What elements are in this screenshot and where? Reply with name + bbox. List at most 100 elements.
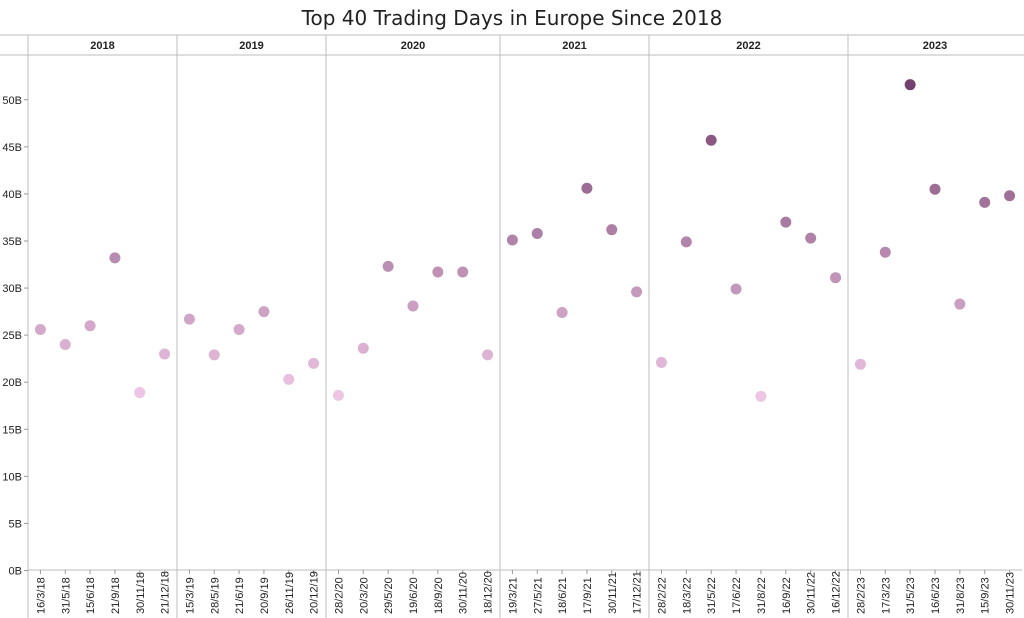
y-tick-label: 50B: [2, 95, 22, 107]
data-point[interactable]: [879, 246, 891, 258]
x-tick-label: 15/6/18: [85, 577, 97, 614]
data-point[interactable]: [929, 183, 941, 195]
y-tick-label: 40B: [2, 189, 22, 201]
data-point[interactable]: [159, 348, 171, 360]
data-point[interactable]: [531, 227, 543, 239]
x-tick-label: 16/3/18: [35, 577, 47, 614]
x-tick-label: 27/5/21: [532, 577, 544, 614]
x-tick-label: 21/12/18: [160, 571, 172, 614]
data-points: [34, 79, 1016, 402]
data-point[interactable]: [208, 349, 220, 361]
data-point[interactable]: [680, 236, 692, 248]
y-tick-label: 5B: [9, 518, 22, 530]
data-point[interactable]: [233, 323, 245, 335]
data-point[interactable]: [730, 283, 742, 295]
y-tick-label: 10B: [2, 471, 22, 483]
data-point[interactable]: [780, 216, 792, 228]
x-tick-label: 17/6/22: [731, 577, 743, 614]
data-point[interactable]: [332, 389, 344, 401]
data-point[interactable]: [556, 307, 568, 319]
x-tick-label: 15/3/19: [184, 577, 196, 614]
x-tick-label: 31/8/22: [756, 577, 768, 614]
x-tick-label: 30/11/21: [607, 572, 619, 614]
x-tick-label: 20/9/19: [259, 577, 271, 614]
panel-year-label: 2021: [562, 40, 586, 52]
x-tick-label: 17/12/21: [632, 571, 644, 614]
panel-year-label: 2023: [923, 40, 947, 52]
x-tick-label: 31/5/22: [706, 577, 718, 614]
y-tick-label: 35B: [2, 236, 22, 248]
panel-year-label: 2022: [736, 40, 760, 52]
data-point[interactable]: [904, 79, 916, 91]
data-point[interactable]: [482, 349, 494, 361]
y-axis: 0B 5B 10B 15B 20B 25B 30B 35B 40B 45B 50B: [2, 95, 28, 578]
panel-year-label: 2019: [239, 40, 263, 52]
data-point[interactable]: [407, 300, 419, 312]
data-point[interactable]: [183, 313, 195, 325]
data-point[interactable]: [805, 232, 817, 244]
chart-frame: [0, 34, 1024, 618]
data-point[interactable]: [705, 134, 717, 146]
data-point[interactable]: [382, 260, 394, 272]
x-axis: 16/3/18 31/5/18 15/6/18 21/9/18 30/11/18 21/1…: [35, 570, 1017, 614]
data-point[interactable]: [432, 266, 444, 278]
data-point[interactable]: [134, 387, 146, 399]
y-tick-label: 25B: [2, 330, 22, 342]
x-tick-label: 28/2/20: [333, 577, 345, 614]
data-point[interactable]: [606, 224, 618, 236]
data-point[interactable]: [109, 252, 121, 264]
data-point[interactable]: [506, 234, 518, 246]
data-point[interactable]: [631, 286, 643, 298]
x-tick-label: 31/8/23: [955, 577, 967, 614]
data-point[interactable]: [457, 266, 469, 278]
x-tick-label: 17/3/23: [880, 577, 892, 614]
x-tick-label: 18/3/22: [681, 577, 693, 614]
x-tick-label: 26/11/19: [284, 572, 296, 614]
panel-year-label: 2020: [401, 40, 425, 52]
x-tick-label: 18/9/20: [433, 577, 445, 614]
data-point[interactable]: [59, 339, 71, 351]
x-tick-label: 15/9/23: [980, 577, 992, 614]
x-tick-label: 31/5/18: [60, 577, 72, 614]
y-tick-label: 45B: [2, 142, 22, 154]
data-point[interactable]: [283, 373, 295, 385]
data-point[interactable]: [357, 342, 369, 354]
y-tick-label: 20B: [2, 377, 22, 389]
chart-title: Top 40 Trading Days in Europe Since 2018: [301, 6, 723, 30]
data-point[interactable]: [34, 323, 46, 335]
x-tick-label: 16/9/22: [781, 577, 793, 614]
x-tick-label: 16/6/23: [930, 577, 942, 614]
panel-year-label: 2018: [90, 40, 114, 52]
x-tick-label: 19/6/20: [408, 577, 420, 614]
data-point[interactable]: [1004, 190, 1016, 202]
data-point[interactable]: [854, 358, 866, 370]
x-tick-label: 30/11/23: [1005, 572, 1017, 614]
data-point[interactable]: [979, 196, 991, 208]
x-tick-label: 19/3/21: [507, 577, 519, 614]
x-tick-label: 30/11/18: [135, 572, 147, 614]
x-tick-label: 21/9/18: [110, 577, 122, 614]
x-tick-label: 16/12/22: [831, 571, 843, 614]
x-tick-label: 17/9/21: [582, 577, 594, 614]
data-point[interactable]: [954, 298, 966, 310]
data-point[interactable]: [84, 320, 96, 332]
data-point[interactable]: [755, 390, 767, 402]
x-tick-label: 20/3/20: [358, 577, 370, 614]
x-tick-label: 18/6/21: [557, 577, 569, 614]
y-tick-label: 15B: [2, 424, 22, 436]
data-point[interactable]: [258, 306, 270, 318]
data-point[interactable]: [308, 357, 320, 369]
x-tick-label: 31/5/23: [905, 577, 917, 614]
x-tick-label: 18/12/20: [483, 571, 495, 614]
x-tick-label: 30/11/20: [458, 572, 470, 614]
x-tick-label: 29/5/20: [383, 577, 395, 614]
data-point[interactable]: [655, 356, 667, 368]
x-tick-label: 21/6/19: [234, 577, 246, 614]
x-tick-label: 28/2/23: [855, 577, 867, 614]
x-tick-label: 30/11/22: [806, 572, 818, 614]
data-point[interactable]: [581, 182, 593, 194]
data-point[interactable]: [830, 272, 842, 284]
x-tick-label: 28/2/22: [656, 577, 668, 614]
